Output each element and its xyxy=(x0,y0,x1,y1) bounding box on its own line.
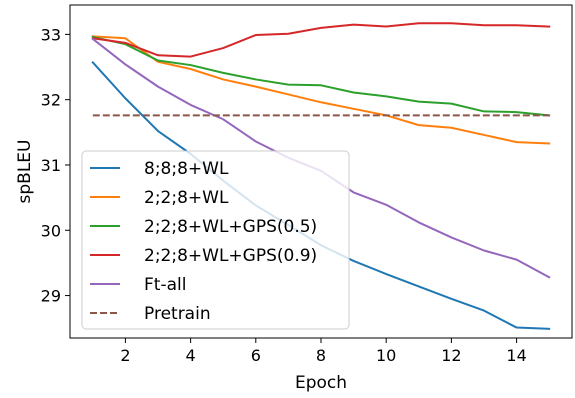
x-tick-label: 6 xyxy=(251,346,261,365)
y-tick-label: 29 xyxy=(41,287,61,306)
x-tick-label: 10 xyxy=(376,346,396,365)
y-axis: 29 30 31 32 33 xyxy=(41,25,70,306)
x-tick-label: 14 xyxy=(506,346,526,365)
legend-label: 2;2;8+WL+GPS(0.5) xyxy=(144,217,317,237)
y-tick-label: 30 xyxy=(41,221,61,240)
legend-label: 2;2;8+WL xyxy=(144,188,229,208)
y-tick-label: 31 xyxy=(41,156,61,175)
series-line-2-2-8-wl xyxy=(91,35,551,145)
legend-frame xyxy=(81,150,350,330)
x-tick-label: 4 xyxy=(186,346,196,365)
y-tick-label: 33 xyxy=(41,25,61,44)
x-axis-label: Epoch xyxy=(295,373,347,393)
y-tick-label: 32 xyxy=(41,91,61,110)
legend-label: Pretrain xyxy=(144,304,211,324)
x-tick-label: 12 xyxy=(441,346,461,365)
series-line-2-2-8-wl-gps-0-5 xyxy=(91,35,551,117)
legend: 8;8;8+WL 2;2;8+WL 2;2;8+WL+GPS(0.5) 2;2;8+W… xyxy=(81,150,350,330)
x-tick-label: 8 xyxy=(316,346,326,365)
legend-label: 8;8;8+WL xyxy=(144,159,229,179)
x-axis: 2 4 6 8 10 12 14 xyxy=(120,338,527,365)
legend-label: 2;2;8+WL+GPS(0.9) xyxy=(144,246,317,266)
y-axis-label: spBLEU xyxy=(15,140,35,204)
x-tick-label: 2 xyxy=(120,346,130,365)
legend-label: Ft-all xyxy=(144,275,186,295)
series-line-2-2-8-wl-gps-0-9 xyxy=(91,22,551,58)
